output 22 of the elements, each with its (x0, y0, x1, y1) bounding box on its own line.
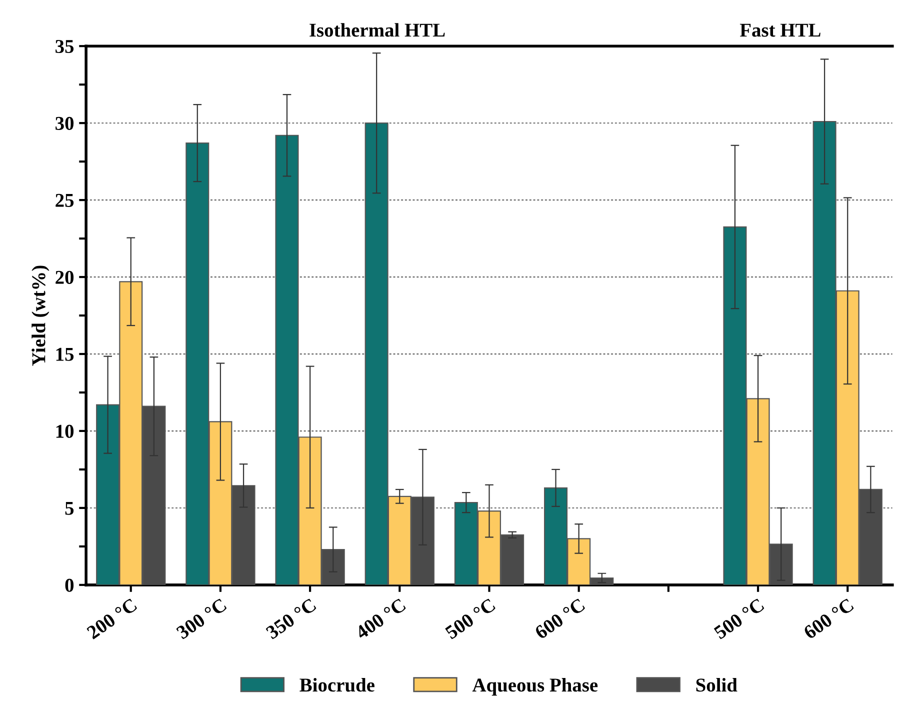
y-tick-label: 20 (56, 270, 74, 284)
y-tick-label: 10 (56, 424, 74, 438)
y-tick-label: 0 (65, 578, 74, 592)
text: Isothermal HTL (310, 23, 445, 37)
x-tick-label: 200 °C (86, 598, 138, 640)
x-tick-label: 400 °C (354, 598, 406, 640)
y-tick-label: 30 (56, 116, 74, 130)
x-tick-label: 600 °C (802, 598, 854, 640)
y-tick-label: 35 (56, 40, 74, 54)
legend-label: Aqueous Phase (472, 678, 598, 696)
y-axis-title: Yield (wt%) (32, 266, 50, 366)
legend-label: Solid (696, 678, 738, 692)
y-tick-label: 25 (56, 194, 74, 207)
x-tick-label: 300 °C (176, 598, 228, 640)
x-tick-label: 600 °C (534, 598, 586, 640)
x-tick-label: 500 °C (444, 598, 496, 640)
legend-label: Biocrude (300, 678, 374, 692)
y-tick-label: 15 (56, 348, 74, 361)
x-tick-label: 350 °C (265, 598, 317, 640)
text: Fast HTL (740, 24, 820, 37)
y-tick-label: 5 (65, 502, 74, 515)
x-tick-label: 500 °C (713, 598, 765, 640)
